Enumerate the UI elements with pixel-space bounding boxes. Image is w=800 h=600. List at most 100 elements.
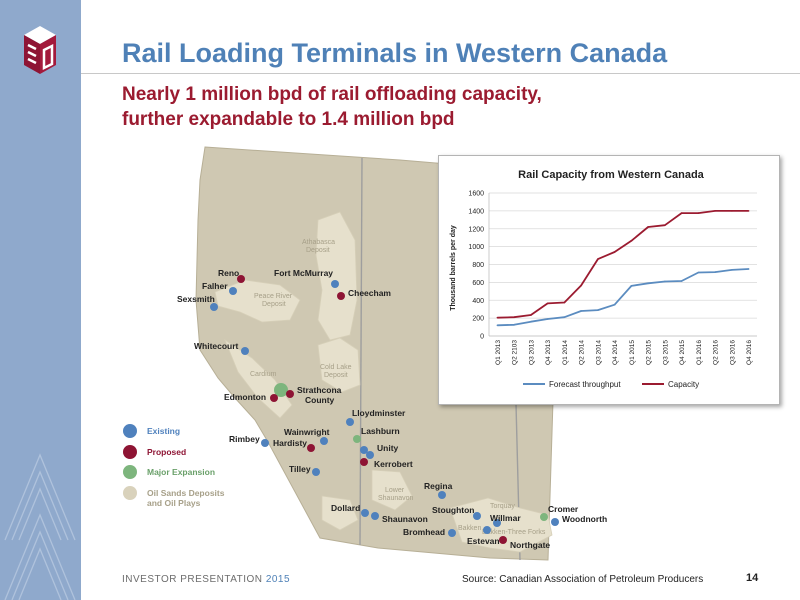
capacity-point: [546, 302, 549, 305]
unity-label: Unity: [377, 443, 399, 453]
legend-oil-sands-label-2: and Oil Plays: [147, 498, 201, 508]
peace-river-label-2: Deposit: [262, 301, 286, 308]
rimbey-marker: [261, 439, 269, 447]
subtitle-line-1: Nearly 1 million bpd of rail offloading …: [122, 84, 542, 105]
capacity-point: [613, 251, 616, 253]
logo-cube-icon: [24, 26, 56, 74]
shaunavon-marker: [371, 512, 379, 520]
torquay-label: Torquay: [490, 503, 515, 510]
strathcona-label-2: County: [305, 395, 335, 405]
chart-title: Rail Capacity from Western Canada: [518, 169, 705, 181]
page-subtitle: Nearly 1 million bpd of rail offloading …: [122, 82, 542, 132]
lower-shaunavon-play: [371, 469, 413, 511]
lashburn-marker: [353, 435, 361, 443]
legend-oil-sands-label-1: Oil Sands Deposits: [147, 488, 225, 498]
forecast-point: [496, 324, 499, 327]
reno-label: Reno: [218, 268, 239, 278]
capacity-point: [597, 258, 599, 260]
reno-marker: [237, 275, 245, 283]
stoughton-marker: [473, 512, 481, 520]
cold-lake-label-2: Deposit: [324, 372, 348, 379]
cardium-label: Cardium: [250, 371, 277, 378]
forecast-point: [630, 285, 633, 287]
footer-year: 2015: [265, 574, 291, 585]
chart-x-tick-label: Q4 2015: [679, 340, 686, 365]
peace-river-label-1: Peace River: [254, 293, 293, 300]
capacity-point: [697, 212, 700, 214]
fort-mcmurray-label: Fort McMurray: [274, 268, 333, 278]
legend-proposed-icon: [123, 445, 137, 459]
regina-label: Regina: [424, 481, 453, 491]
chart-x-tick-label: Q1 2015: [629, 340, 636, 365]
border-ab-sk: [359, 157, 363, 546]
estevan-label: Estevan: [467, 536, 500, 546]
chart-x-tick-label: Q1 2014: [562, 340, 569, 365]
bakken-three-forks-label: Bakken-Three Forks: [482, 529, 546, 536]
sexsmith-marker: [210, 303, 218, 311]
chart-y-tick-label: 200: [472, 316, 484, 323]
lloydminster-label: Lloydminster: [352, 408, 406, 418]
chart-x-tick-label: Q3 2015: [662, 340, 669, 365]
capacity-point: [731, 210, 733, 212]
chart-x-tick-label: Q2 2016: [713, 340, 720, 365]
dollard-label: Dollard: [331, 503, 360, 513]
forecast-point: [530, 320, 532, 323]
unity-marker: [360, 446, 368, 454]
legend-oil-sands-icon: [123, 486, 137, 500]
chart-y-tick-label: 0: [480, 334, 484, 341]
capacity-point: [530, 314, 532, 316]
tilley-marker: [312, 468, 320, 476]
chart-x-tick-label: Q1 2013: [495, 340, 502, 365]
chart-y-tick-label: 1000: [468, 244, 484, 251]
sexsmith-label: Sexsmith: [177, 294, 215, 304]
edmonton-label: Edmonton: [224, 392, 266, 402]
capacity-point: [496, 316, 499, 319]
footer-source: Source: Canadian Association of Petroleu…: [462, 574, 704, 585]
chart-x-tick-label: Q4 2014: [612, 340, 619, 365]
capacity-point: [714, 210, 716, 212]
bakken-label: Bakken: [458, 525, 481, 532]
dollard-marker: [361, 509, 369, 517]
capacity-line: [497, 210, 749, 319]
capacity-point: [563, 301, 566, 304]
cromer-label: Cromer: [548, 504, 579, 514]
falher-label: Falher: [202, 281, 228, 291]
legend-forecast-label: Forecast throughput: [549, 380, 621, 389]
terminal-labels: Reno Falher Sexsmith Fort McMurray Cheec…: [177, 268, 607, 550]
forecast-throughput-line: [497, 268, 749, 327]
chart-y-tick-label: 400: [472, 298, 484, 305]
forecast-point: [731, 269, 733, 271]
capacity-point: [680, 212, 683, 214]
legend-existing-icon: [123, 424, 137, 438]
willmar-marker: [493, 519, 501, 527]
hardisty-label: Hardisty: [273, 438, 307, 448]
south-ab-play: [321, 495, 359, 531]
chart-x-tick-label: Q3 2016: [729, 340, 736, 365]
sidebar-band: [0, 0, 81, 600]
athabasca-deposit: [315, 211, 358, 341]
stoughton-label: Stoughton: [432, 505, 474, 515]
cheecham-label: Cheecham: [348, 288, 391, 298]
woodnorth-label: Woodnorth: [562, 514, 607, 524]
northgate-label: Northgate: [510, 540, 550, 550]
forecast-point: [747, 268, 750, 270]
lower-shaunavon-label-1: Lower: [385, 487, 405, 494]
athabasca-label-2: Deposit: [306, 247, 330, 254]
falher-marker: [229, 287, 237, 295]
chart-x-tick-label: Q4 2016: [746, 340, 753, 365]
chart-y-ticks: 0 200 400 600 800 1000 1200 1400 1600: [468, 191, 484, 341]
forecast-point: [680, 280, 683, 282]
chart-x-tick-label: Q2 2014: [579, 340, 586, 365]
legend-expansion-label: Major Expansion: [147, 467, 215, 477]
legend-capacity-label: Capacity: [668, 380, 699, 389]
forecast-point: [647, 282, 649, 285]
cold-lake-deposit: [317, 337, 361, 393]
chart-y-axis-label: Thousand barrels per day: [450, 225, 457, 311]
forecast-point: [513, 324, 515, 326]
chart-x-tick-label: Q3 2013: [528, 340, 535, 365]
capacity-point: [630, 240, 633, 242]
forecast-point: [597, 309, 599, 311]
edmonton-marker: [270, 394, 278, 402]
bromhead-label: Bromhead: [403, 527, 445, 537]
decorative-chevrons-icon: [4, 453, 76, 600]
